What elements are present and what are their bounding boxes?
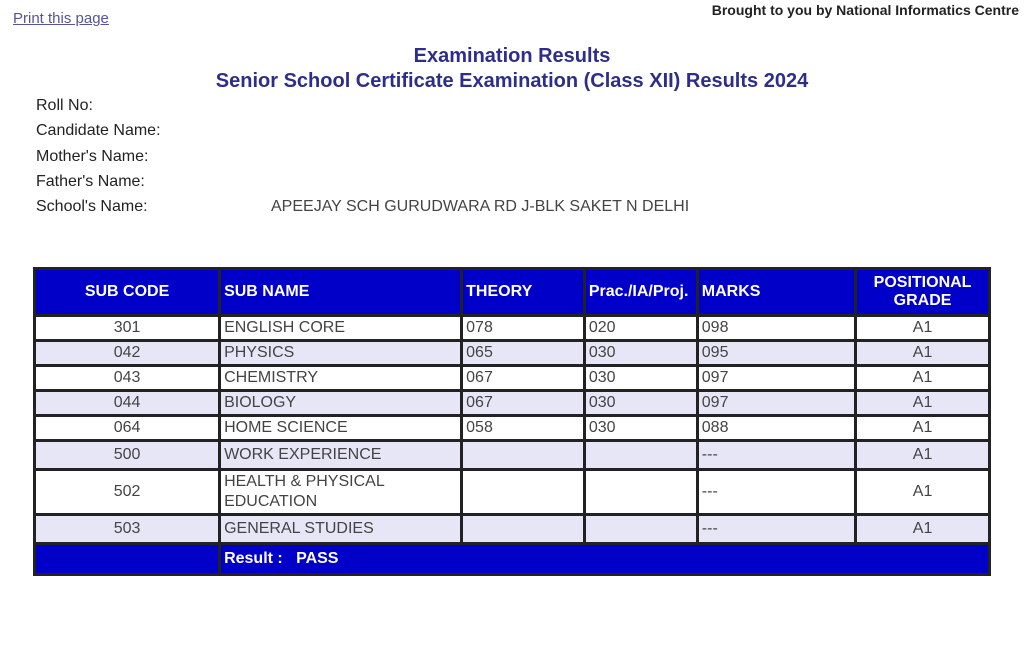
cell-practical (582, 513, 699, 545)
cell-marks: 095 (695, 339, 858, 367)
table-row: 042 PHYSICS 065 030 095 A1 (32, 339, 991, 367)
col-practical: Prac./IA/Proj. (582, 267, 699, 317)
col-sub-name: SUB NAME (218, 267, 464, 317)
cell-marks: --- (695, 468, 858, 516)
cell-grade: A1 (854, 513, 991, 545)
cell-sub-name: HEALTH & PHYSICAL EDUCATION (218, 468, 464, 516)
cell-grade: A1 (854, 389, 991, 417)
candidate-info: Roll No: Candidate Name: Mother's Name: … (36, 97, 689, 223)
cell-sub-code: 503 (32, 513, 222, 545)
school-name-label: School's Name: (36, 198, 148, 216)
school-name-value: APEEJAY SCH GURUDWARA RD J-BLK SAKET N D… (271, 198, 690, 216)
mother-name-row: Mother's Name: (36, 148, 689, 173)
cell-sub-name: CHEMISTRY (218, 364, 464, 392)
cell-sub-code: 044 (32, 389, 222, 417)
cell-sub-code: 064 (32, 414, 222, 442)
cell-marks: --- (695, 513, 858, 545)
cell-grade: A1 (854, 364, 991, 392)
table-row: 503 GENERAL STUDIES --- A1 (32, 513, 991, 545)
cell-marks: 097 (695, 364, 858, 392)
table-row: 301 ENGLISH CORE 078 020 098 A1 (32, 314, 991, 342)
page-title: Examination Results (413, 45, 611, 67)
school-name-row: School's Name: APEEJAY SCH GURUDWARA RD J… (36, 198, 689, 223)
cell-grade: A1 (854, 339, 991, 367)
cell-practical (582, 468, 699, 516)
result-row: Result : PASS (32, 542, 991, 576)
cell-sub-name: ENGLISH CORE (218, 314, 464, 342)
cell-theory: 065 (460, 339, 586, 367)
cell-theory (460, 439, 586, 471)
col-theory: THEORY (460, 267, 586, 317)
cell-sub-name: PHYSICS (218, 339, 464, 367)
cell-grade: A1 (854, 468, 991, 516)
cell-theory: 078 (460, 314, 586, 342)
cell-marks: 098 (695, 314, 858, 342)
cell-grade: A1 (854, 314, 991, 342)
col-sub-code: SUB CODE (32, 267, 222, 317)
col-marks: MARKS (695, 267, 858, 317)
cell-sub-code: 043 (32, 364, 222, 392)
candidate-name-label: Candidate Name: (36, 122, 161, 140)
cell-theory: 067 (460, 364, 586, 392)
roll-no-label: Roll No: (36, 97, 93, 114)
cell-practical: 020 (582, 314, 699, 342)
cell-marks: --- (695, 439, 858, 471)
cell-sub-code: 502 (32, 468, 222, 516)
candidate-name-row: Candidate Name: (36, 122, 689, 147)
col-grade: POSITIONAL GRADE (854, 267, 991, 317)
table-row: 044 BIOLOGY 067 030 097 A1 (32, 389, 991, 417)
cell-marks: 097 (695, 389, 858, 417)
cell-practical: 030 (582, 389, 699, 417)
cell-theory (460, 468, 586, 516)
results-table: SUB CODE SUB NAME THEORY Prac./IA/Proj. … (32, 267, 991, 576)
table-row: 500 WORK EXPERIENCE --- A1 (32, 439, 991, 471)
table-row: 043 CHEMISTRY 067 030 097 A1 (32, 364, 991, 392)
cell-practical (582, 439, 699, 471)
result-status: Result : PASS (218, 542, 991, 576)
cell-theory: 067 (460, 389, 586, 417)
table-row: 064 HOME SCIENCE 058 030 088 A1 (32, 414, 991, 442)
father-name-label: Father's Name: (36, 172, 145, 190)
cell-sub-name: HOME SCIENCE (218, 414, 464, 442)
cell-practical: 030 (582, 364, 699, 392)
cell-sub-name: GENERAL STUDIES (218, 513, 464, 545)
cell-sub-code: 042 (32, 339, 222, 367)
father-name-row: Father's Name: (36, 173, 689, 198)
result-spacer (32, 542, 222, 576)
cell-grade: A1 (854, 414, 991, 442)
cell-sub-code: 500 (32, 439, 222, 471)
cell-practical: 030 (582, 414, 699, 442)
cell-grade: A1 (854, 439, 991, 471)
cell-theory: 058 (460, 414, 586, 442)
cell-marks: 088 (695, 414, 858, 442)
table-row: 502 HEALTH & PHYSICAL EDUCATION --- A1 (32, 468, 991, 516)
cell-sub-code: 301 (32, 314, 222, 342)
mother-name-label: Mother's Name: (36, 147, 149, 165)
page-subtitle: Senior School Certificate Examination (C… (215, 70, 809, 92)
cell-sub-name: BIOLOGY (218, 389, 464, 417)
roll-no-row: Roll No: (36, 97, 689, 122)
table-header-row: SUB CODE SUB NAME THEORY Prac./IA/Proj. … (32, 267, 991, 317)
cell-sub-name: WORK EXPERIENCE (218, 439, 464, 471)
cell-theory (460, 513, 586, 545)
nic-credit: Brought to you by National Informatics C… (711, 2, 1019, 18)
cell-practical: 030 (582, 339, 699, 367)
print-page-link[interactable]: Print this page (13, 10, 109, 27)
